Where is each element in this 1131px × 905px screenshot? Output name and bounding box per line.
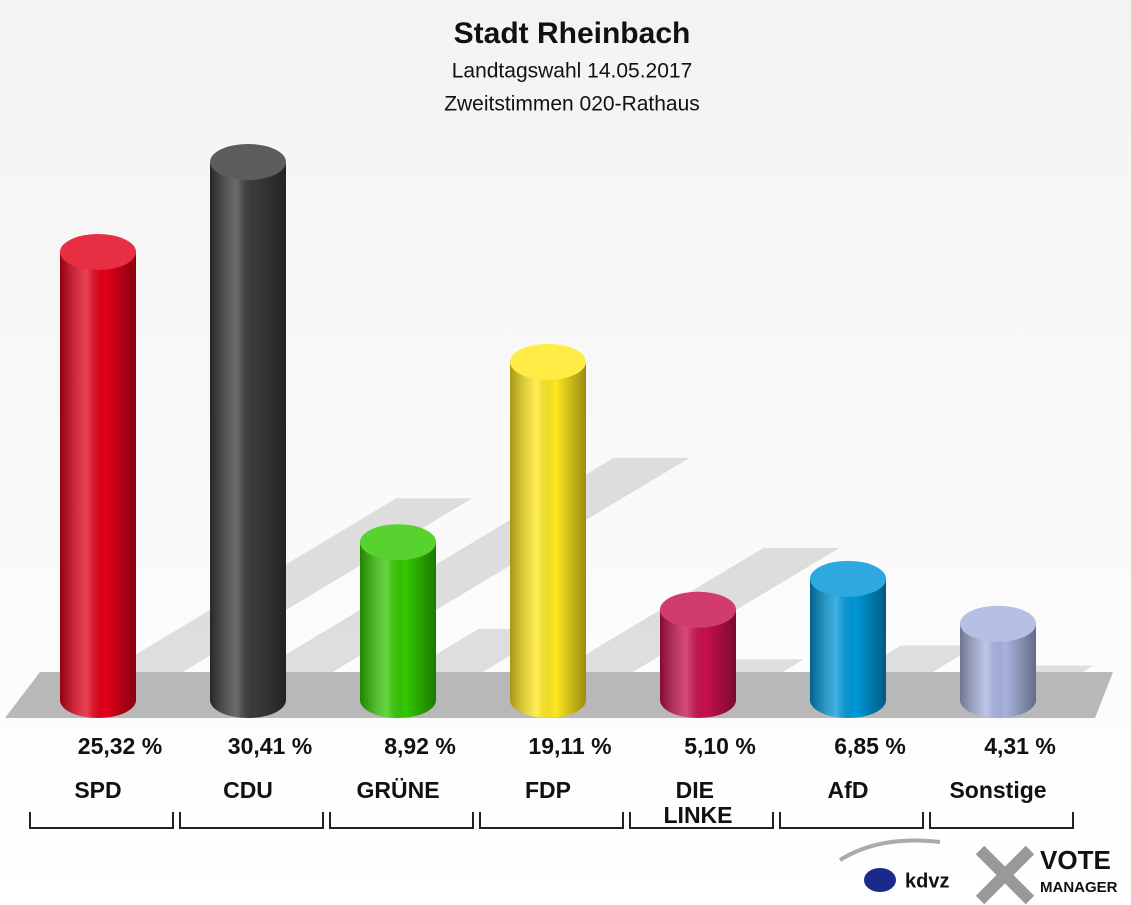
category-label: CDU	[223, 777, 273, 803]
value-label: 25,32 %	[78, 733, 162, 759]
bar-shade	[810, 578, 886, 718]
bar-shade	[60, 252, 136, 718]
category-label: DIE LINKE	[664, 777, 733, 828]
logo-text: VOTE	[1040, 845, 1111, 875]
value-label: 5,10 %	[684, 733, 756, 759]
bar-top-shade	[60, 234, 136, 271]
logo: kdvz VOTE MANAGER	[838, 838, 1118, 905]
bar-top	[60, 234, 136, 271]
value-label: 8,92 %	[384, 733, 456, 759]
category-label: GRÜNE	[356, 777, 439, 803]
bar-top	[660, 591, 736, 628]
bar-top-shade	[960, 605, 1036, 642]
chart-subtitle: Landtagswahl 14.05.2017	[452, 60, 693, 83]
logo-text: kdvz	[905, 870, 949, 892]
category-label: AfD	[828, 777, 869, 803]
bar-shade	[660, 609, 736, 718]
bar-top-shade	[510, 343, 586, 380]
value-label: 4,31 %	[984, 733, 1056, 759]
category-label: FDP	[525, 777, 571, 803]
bar-shade	[360, 542, 436, 718]
value-label: 19,11 %	[528, 733, 611, 759]
bar-shade	[960, 623, 1036, 718]
logo-text: MANAGER	[1040, 879, 1118, 896]
bar-top-shade	[360, 524, 436, 561]
bar-top-shade	[660, 591, 736, 628]
bar-top	[510, 343, 586, 380]
chart-subtitle: Zweitstimmen 020-Rathaus	[444, 93, 700, 116]
bar-top	[360, 524, 436, 561]
value-label: 30,41 %	[228, 733, 312, 759]
bar-shade	[210, 162, 286, 718]
bar-shade	[510, 361, 586, 718]
chart-title: Stadt Rheinbach	[454, 17, 691, 50]
value-label: 6,85 %	[834, 733, 906, 759]
bar-top	[810, 560, 886, 597]
category-label: SPD	[74, 777, 121, 803]
bar-top	[960, 605, 1036, 642]
brackets	[29, 812, 1074, 829]
bar-top	[210, 144, 286, 180]
category-label: Sonstige	[949, 777, 1046, 803]
bar-top-shade	[210, 144, 286, 180]
bar-top-shade	[810, 560, 886, 597]
